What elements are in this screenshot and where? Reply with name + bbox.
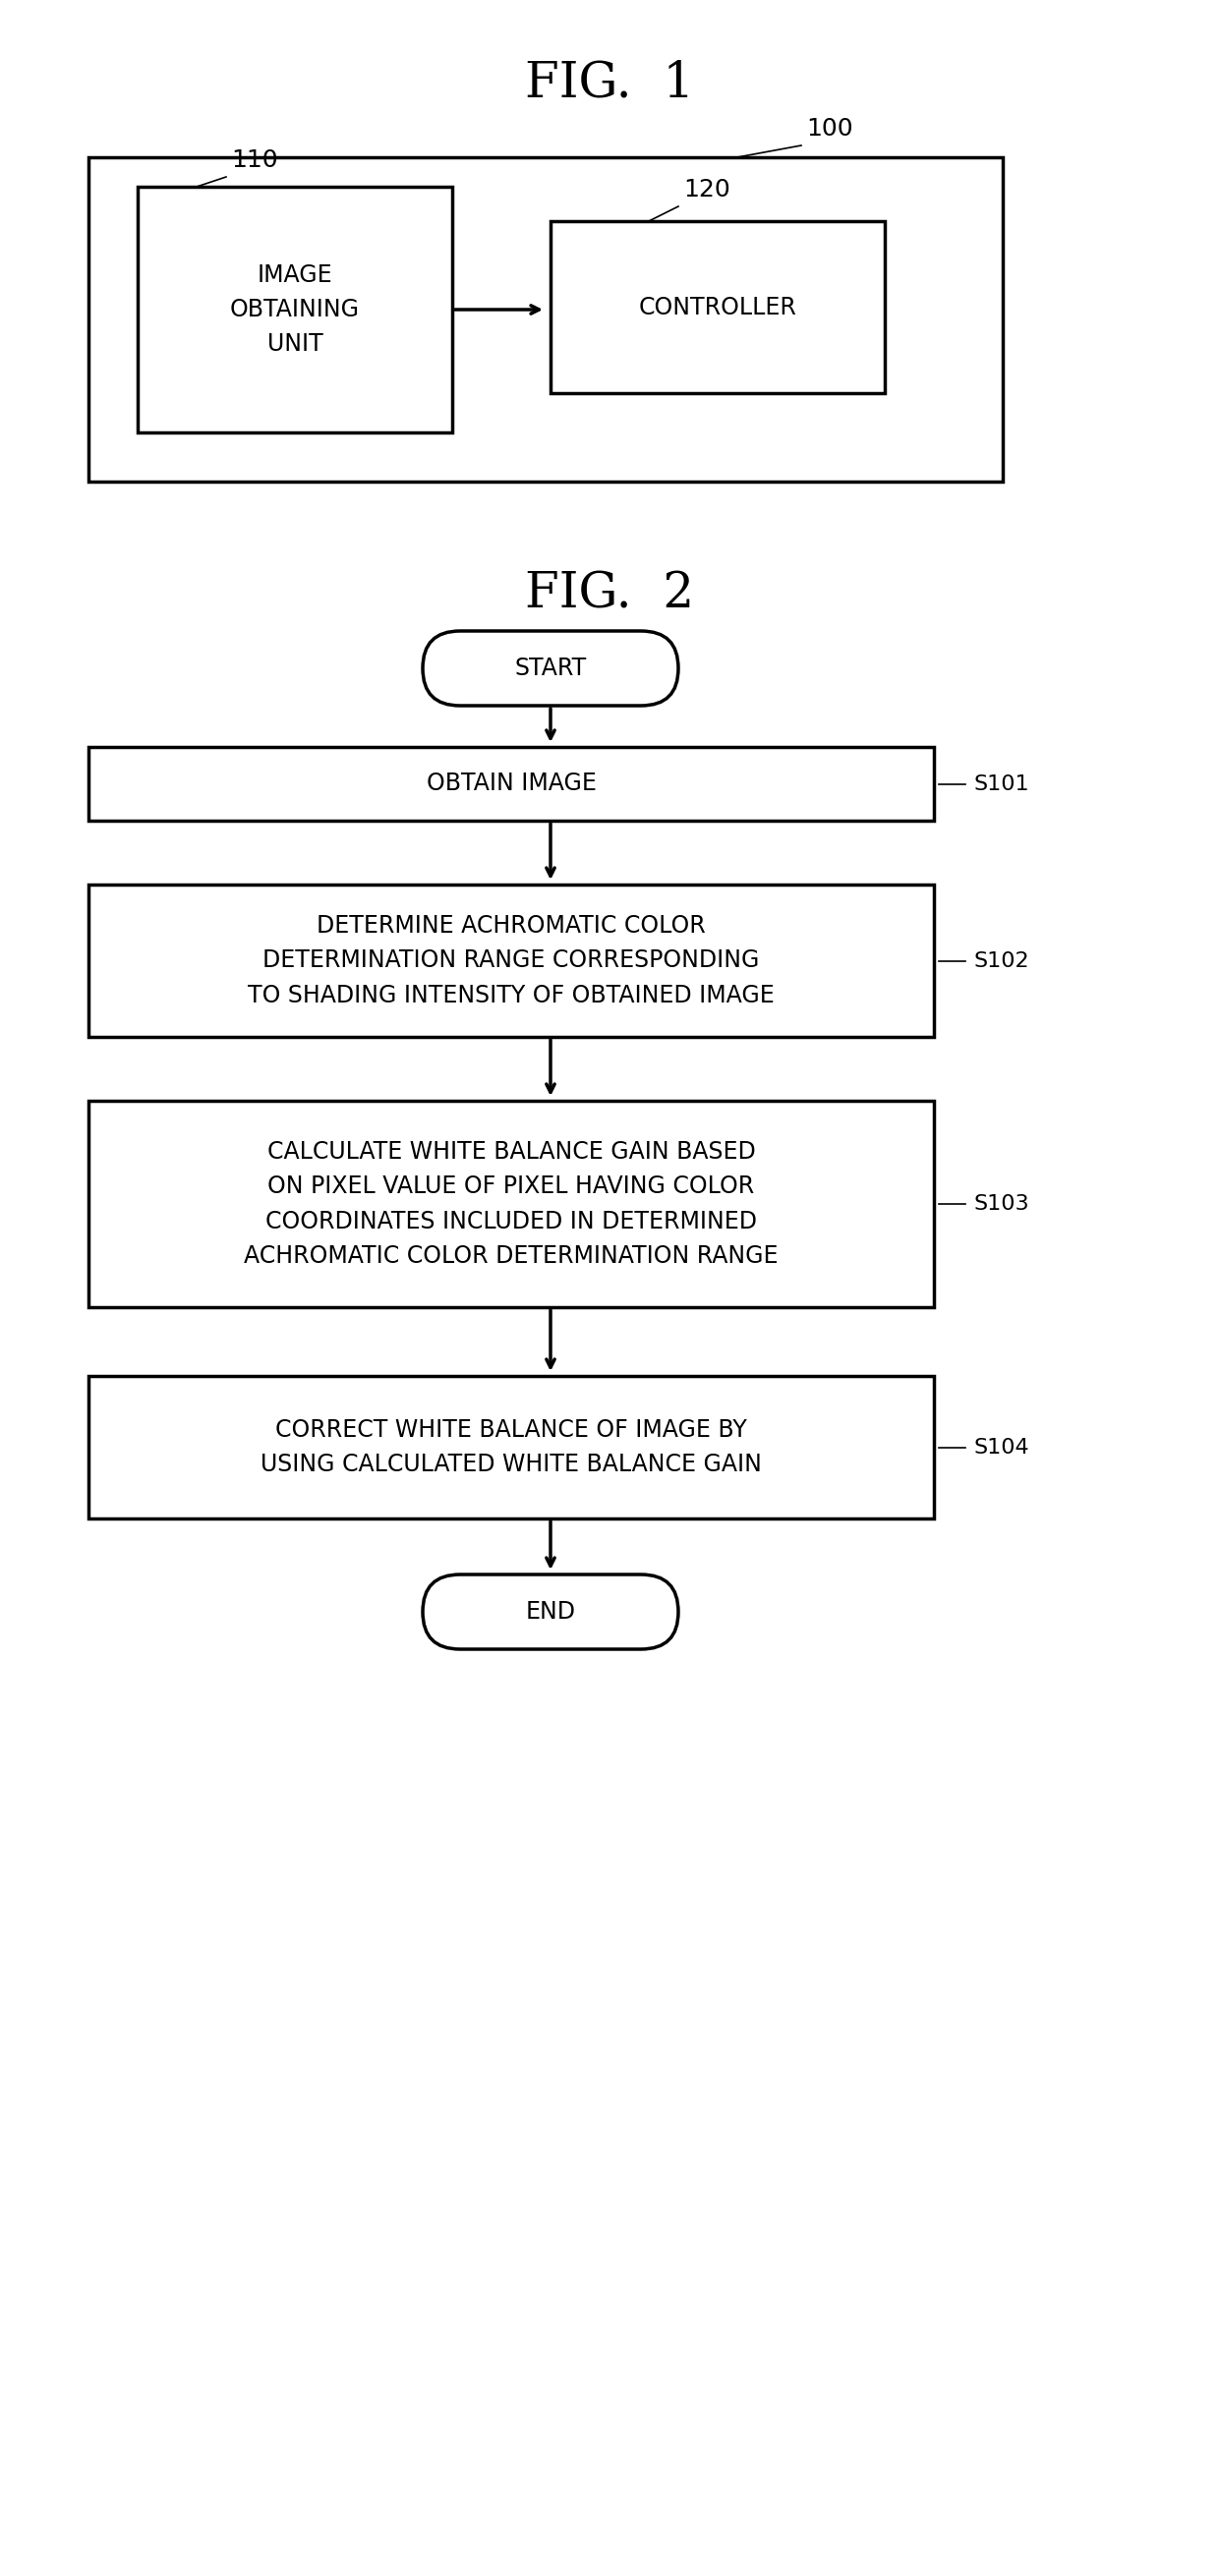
Text: CALCULATE WHITE BALANCE GAIN BASED
ON PIXEL VALUE OF PIXEL HAVING COLOR
COORDINA: CALCULATE WHITE BALANCE GAIN BASED ON PI… [244,1141,779,1267]
FancyBboxPatch shape [423,1574,678,1649]
Text: DETERMINE ACHROMATIC COLOR
DETERMINATION RANGE CORRESPONDING
TO SHADING INTENSIT: DETERMINE ACHROMATIC COLOR DETERMINATION… [247,914,774,1007]
Text: S101: S101 [973,775,1029,793]
Bar [89,884,934,1038]
Text: 120: 120 [683,178,730,201]
Text: S104: S104 [973,1437,1029,1458]
Text: 110: 110 [232,149,278,173]
Text: CONTROLLER: CONTROLLER [639,296,797,319]
Text: OBTAIN IMAGE: OBTAIN IMAGE [427,773,596,796]
Bar [551,222,885,394]
Bar [89,1376,934,1517]
Text: CORRECT WHITE BALANCE OF IMAGE BY
USING CALCULATED WHITE BALANCE GAIN: CORRECT WHITE BALANCE OF IMAGE BY USING … [261,1417,762,1476]
Text: 100: 100 [806,116,853,142]
Text: S103: S103 [973,1195,1029,1213]
Text: END: END [525,1600,575,1623]
Bar [138,185,452,433]
Text: FIG.  1: FIG. 1 [525,59,694,108]
Bar [89,157,1003,482]
Text: S102: S102 [973,951,1029,971]
FancyBboxPatch shape [423,631,678,706]
Text: START: START [514,657,586,680]
Text: IMAGE
OBTAINING
UNIT: IMAGE OBTAINING UNIT [230,263,360,355]
Bar [89,747,934,822]
Text: FIG.  2: FIG. 2 [525,569,694,618]
Bar [89,1100,934,1306]
